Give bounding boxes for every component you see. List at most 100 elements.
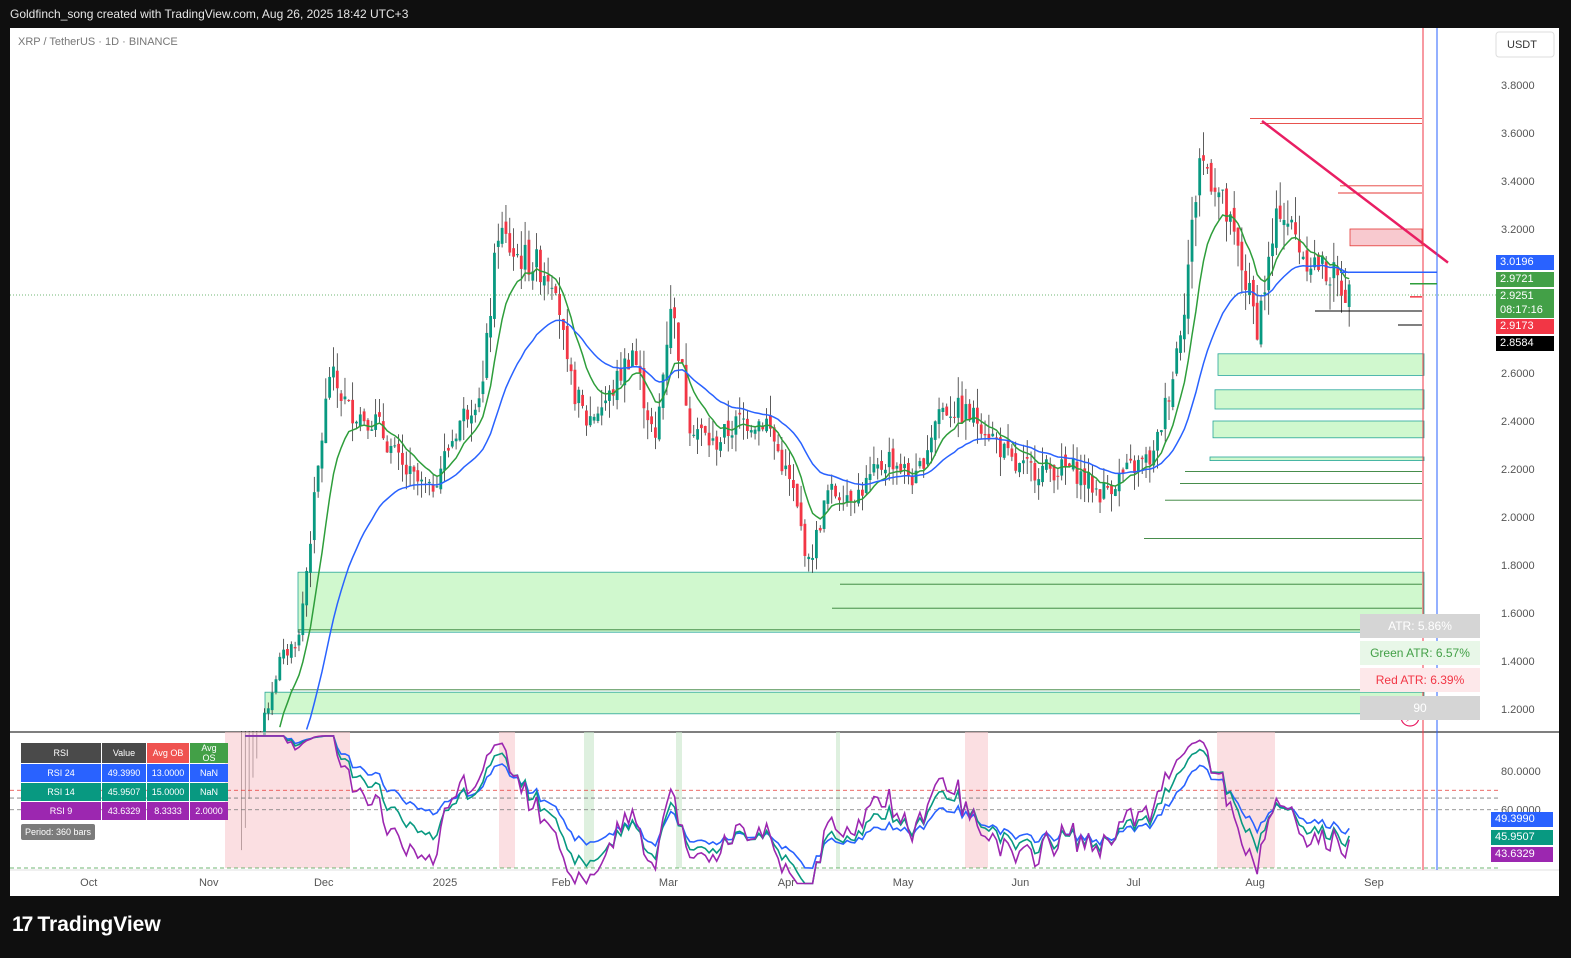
candle-body bbox=[477, 398, 481, 408]
candle-body bbox=[700, 424, 703, 429]
rsi-period-label: Period: 360 bars bbox=[21, 824, 96, 840]
candle-body bbox=[324, 398, 328, 444]
candle-body bbox=[439, 468, 443, 490]
candle-body bbox=[569, 364, 573, 372]
candle-body bbox=[776, 444, 780, 452]
candle-body bbox=[903, 464, 906, 469]
candle-body bbox=[282, 649, 286, 659]
candle-body bbox=[378, 412, 381, 417]
candle-body bbox=[1064, 454, 1067, 467]
candle-body bbox=[792, 479, 795, 488]
candle-body bbox=[615, 370, 619, 401]
candle-body bbox=[910, 476, 914, 486]
candle-body bbox=[1179, 335, 1182, 353]
candle-body bbox=[1213, 187, 1217, 192]
x-tick-label: Mar bbox=[659, 877, 678, 889]
candle-body bbox=[1129, 458, 1133, 461]
x-tick-label: May bbox=[893, 877, 914, 889]
candle-body bbox=[1209, 162, 1213, 192]
candle-body bbox=[500, 227, 504, 244]
candle-body bbox=[1336, 268, 1340, 276]
candle-body bbox=[899, 463, 903, 473]
candle-body bbox=[1286, 223, 1290, 227]
candle-body bbox=[1271, 243, 1274, 257]
y-tick-label: 2.2000 bbox=[1501, 464, 1535, 476]
candle-body bbox=[1067, 463, 1071, 468]
candle-body bbox=[1301, 256, 1305, 260]
tradingview-logo[interactable]: 17 TradingView bbox=[12, 913, 161, 937]
rsi14-tag: 45.9507 bbox=[1491, 830, 1553, 845]
candle-body bbox=[565, 326, 569, 360]
candle-body bbox=[278, 656, 282, 681]
candle-body bbox=[895, 465, 899, 469]
candle-body bbox=[937, 409, 941, 425]
candle-body bbox=[891, 448, 895, 470]
candle-body bbox=[1148, 450, 1152, 465]
candle-body bbox=[1313, 257, 1317, 268]
candle-body bbox=[527, 239, 531, 275]
candle-body bbox=[677, 322, 680, 361]
candle-body bbox=[320, 440, 324, 469]
candle-body bbox=[711, 438, 715, 441]
candle-body bbox=[1144, 454, 1148, 463]
candle-body bbox=[665, 344, 669, 381]
candle-body bbox=[1278, 205, 1282, 219]
candle-body bbox=[964, 404, 968, 421]
candle-body bbox=[596, 413, 600, 421]
candle-body bbox=[1320, 255, 1324, 264]
trend-line bbox=[1261, 120, 1449, 264]
currency-button-bg[interactable] bbox=[1495, 31, 1555, 58]
candle-body bbox=[1294, 222, 1297, 235]
candle-body bbox=[1037, 479, 1041, 486]
candle-body bbox=[508, 233, 512, 253]
candle-body bbox=[1052, 465, 1056, 481]
candle-body bbox=[1225, 188, 1228, 222]
candle-body bbox=[1228, 214, 1232, 222]
price-tag-red: 2.9173 bbox=[1496, 319, 1554, 334]
candle-body bbox=[818, 527, 822, 531]
x-tick-label: Jul bbox=[1127, 877, 1141, 889]
candle-body bbox=[523, 244, 527, 270]
candle-body bbox=[1328, 284, 1332, 286]
candle-body bbox=[634, 351, 638, 366]
candle-body bbox=[838, 497, 841, 501]
candle-body bbox=[979, 424, 983, 434]
candle-body bbox=[1002, 443, 1006, 458]
candle-body bbox=[351, 399, 355, 424]
candle-body bbox=[335, 370, 339, 389]
candle-body bbox=[447, 447, 450, 451]
candle-body bbox=[1140, 457, 1144, 460]
candle-body bbox=[485, 332, 489, 378]
candle-body bbox=[1044, 459, 1048, 470]
candle-body bbox=[987, 433, 991, 440]
green-atr-box: Green ATR: 6.57% bbox=[1360, 641, 1480, 665]
candle-body bbox=[788, 464, 791, 480]
candle-body bbox=[316, 465, 320, 492]
rsi-table-header-name: RSI bbox=[21, 743, 101, 763]
candle-body bbox=[623, 358, 627, 386]
x-tick-label: Apr bbox=[778, 877, 795, 889]
candle-body bbox=[1014, 453, 1018, 471]
rsi-pane bbox=[10, 732, 1500, 886]
candle-body bbox=[1098, 489, 1102, 503]
candle-body bbox=[795, 483, 799, 507]
resistance-zone bbox=[1349, 228, 1423, 247]
y-tick-label: 2.6000 bbox=[1501, 368, 1535, 380]
support-zone bbox=[297, 571, 1425, 633]
candle-body bbox=[646, 410, 650, 421]
candle-body bbox=[696, 429, 699, 440]
candle-body bbox=[558, 293, 562, 316]
candle-body bbox=[604, 400, 607, 404]
candle-body bbox=[1106, 485, 1110, 488]
rsi-row-value: 49.3990 bbox=[102, 764, 146, 782]
candle-body bbox=[883, 469, 887, 474]
candle-body bbox=[753, 429, 757, 434]
currency-label: USDT bbox=[1507, 39, 1537, 51]
chart-canvas[interactable]: 3.80003.60003.40003.20003.00002.80002.60… bbox=[10, 28, 1559, 896]
slow-ma-line bbox=[305, 264, 1350, 730]
candle-body bbox=[531, 271, 535, 281]
rsi-row-os: NaN bbox=[190, 783, 228, 801]
candle-body bbox=[941, 407, 945, 412]
candle-body bbox=[512, 248, 516, 257]
chart-frame[interactable]: 3.80003.60003.40003.20003.00002.80002.60… bbox=[10, 28, 1559, 896]
